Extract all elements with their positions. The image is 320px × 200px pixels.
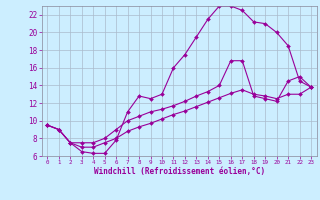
X-axis label: Windchill (Refroidissement éolien,°C): Windchill (Refroidissement éolien,°C): [94, 167, 265, 176]
